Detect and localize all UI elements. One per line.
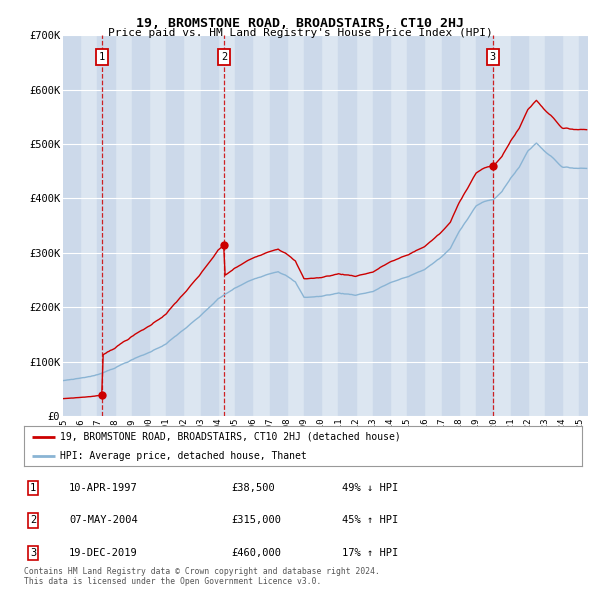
Bar [63,35,80,416]
Bar [407,35,424,416]
Text: 3: 3 [490,52,496,62]
Text: £460,000: £460,000 [231,548,281,558]
Bar [166,35,184,416]
Text: 45% ↑ HPI: 45% ↑ HPI [342,516,398,525]
Bar [304,35,321,416]
Text: 07-MAY-2004: 07-MAY-2004 [69,516,138,525]
Bar [476,35,493,416]
Text: Price paid vs. HM Land Registry's House Price Index (HPI): Price paid vs. HM Land Registry's House … [107,28,493,38]
Text: 3: 3 [30,548,36,558]
Text: £315,000: £315,000 [231,516,281,525]
Bar [442,35,459,416]
Bar [235,35,253,416]
Bar [132,35,149,416]
Bar [269,35,287,416]
Bar [338,35,356,416]
Text: Contains HM Land Registry data © Crown copyright and database right 2024.
This d: Contains HM Land Registry data © Crown c… [24,567,380,586]
Bar [580,35,596,416]
Text: 2: 2 [30,516,36,525]
Text: 10-APR-1997: 10-APR-1997 [69,483,138,493]
Text: 19-DEC-2019: 19-DEC-2019 [69,548,138,558]
Text: 1: 1 [30,483,36,493]
Bar [97,35,115,416]
Text: 49% ↓ HPI: 49% ↓ HPI [342,483,398,493]
Bar [511,35,528,416]
Text: 2: 2 [221,52,227,62]
Text: HPI: Average price, detached house, Thanet: HPI: Average price, detached house, Than… [60,451,307,461]
Text: 19, BROMSTONE ROAD, BROADSTAIRS, CT10 2HJ: 19, BROMSTONE ROAD, BROADSTAIRS, CT10 2H… [136,17,464,30]
Bar [201,35,218,416]
Bar [545,35,562,416]
Text: 1: 1 [99,52,105,62]
Text: 17% ↑ HPI: 17% ↑ HPI [342,548,398,558]
Bar [373,35,390,416]
Text: £38,500: £38,500 [231,483,275,493]
Text: 19, BROMSTONE ROAD, BROADSTAIRS, CT10 2HJ (detached house): 19, BROMSTONE ROAD, BROADSTAIRS, CT10 2H… [60,432,401,442]
